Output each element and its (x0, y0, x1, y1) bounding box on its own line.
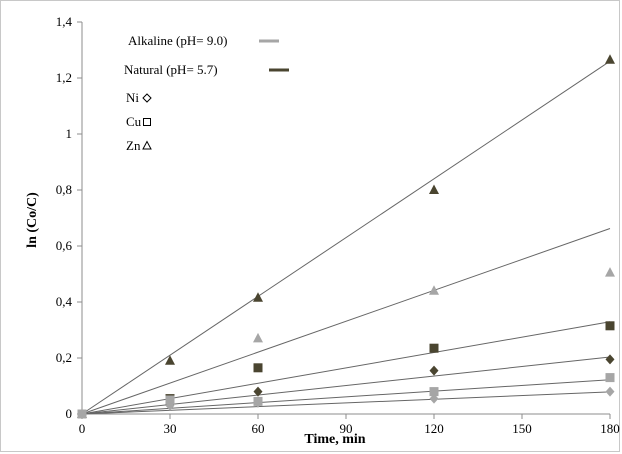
data-point-alkaline-cu (165, 395, 175, 405)
y-axis-title: ln (Co/C) (25, 192, 40, 248)
y-tick-label: 0,4 (56, 294, 73, 309)
x-tick-label: 90 (340, 421, 353, 436)
trend-line-alkaline-ni (81, 391, 611, 415)
x-tick-label: 0 (79, 421, 86, 436)
y-tick-label: 0,2 (56, 350, 72, 365)
data-point-natural-cu (253, 363, 263, 373)
data-point-alkaline-ni (253, 397, 263, 408)
data-point-natural-ni (605, 354, 615, 365)
data-point-alkaline-zn (253, 332, 263, 343)
trend-line-alkaline-cu (81, 379, 611, 415)
trend-line-alkaline-zn (81, 228, 611, 415)
data-point-alkaline-zn (429, 285, 439, 295)
legend-label-metal: Ni (126, 90, 139, 105)
y-tick-label: 0,6 (56, 238, 73, 253)
x-tick-label: 180 (600, 421, 620, 436)
x-axis-title: Time, min (304, 432, 365, 447)
x-tick-label: 30 (164, 421, 177, 436)
legend: Alkaline (pH= 9.0) Natural (pH= 5.7) Ni Cu Z… (124, 33, 289, 153)
x-tick-label: 60 (252, 421, 265, 436)
data-point-alkaline-ni (77, 409, 87, 419)
y-tick-label: 1 (66, 126, 73, 141)
legend-label-condition: Alkaline (pH= 9.0) (128, 33, 227, 48)
axes: 0 0,2 0,4 0,6 0,8 1 1,2 1,4 0 30 60 90 120 150 180 (56, 14, 620, 436)
y-tick-label: 0,8 (56, 182, 72, 197)
data-point-alkaline-zn (605, 267, 615, 277)
diamond-icon (142, 93, 152, 103)
y-tick-label: 1,2 (56, 70, 72, 85)
data-point-natural-zn (165, 355, 175, 365)
data-point-alkaline-ni (165, 400, 175, 411)
data-point-natural-ni (253, 386, 263, 397)
data-markers (77, 54, 615, 419)
data-point-alkaline-cu (429, 387, 439, 397)
data-point-alkaline-cu (605, 373, 615, 383)
triangle-icon (142, 140, 152, 150)
y-tick-label: 0 (66, 406, 73, 421)
data-point-natural-zn (605, 54, 615, 64)
x-tick-label: 120 (424, 421, 444, 436)
data-point-natural-zn (429, 184, 439, 194)
legend-label-condition: Natural (pH= 5.7) (124, 62, 218, 77)
square-icon (143, 118, 151, 126)
data-point-natural-ni (429, 365, 439, 376)
trend-line-natural-zn (81, 60, 611, 415)
trend-line-natural-cu (81, 321, 611, 415)
trend-line-natural-ni (81, 356, 611, 415)
legend-label-metal: Cu (126, 114, 142, 129)
y-tick-label: 1,4 (56, 14, 73, 29)
data-point-natural-cu (605, 321, 615, 331)
data-point-alkaline-ni (429, 393, 439, 404)
x-tick-label: 150 (512, 421, 532, 436)
data-point-natural-cu (429, 343, 439, 353)
trend-lines (81, 60, 611, 415)
data-point-natural-zn (253, 292, 263, 302)
data-point-alkaline-ni (605, 386, 615, 397)
legend-label-metal: Zn (126, 138, 141, 153)
